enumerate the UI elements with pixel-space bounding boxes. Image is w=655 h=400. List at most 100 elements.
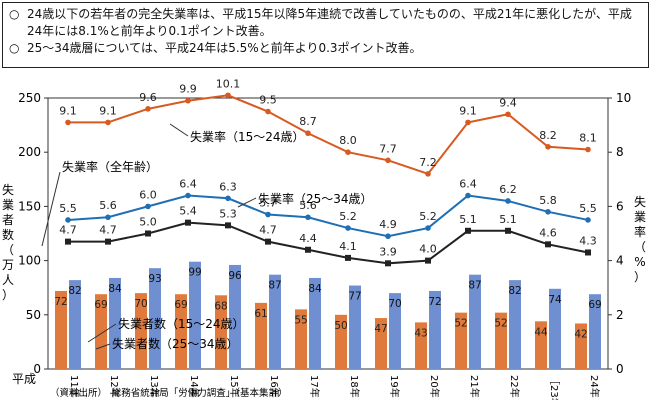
bullet-circle-icon: ○ xyxy=(9,7,20,21)
left-axis-title-char: 万 xyxy=(2,258,14,272)
bar-15-24-label: 50 xyxy=(334,320,347,332)
line-15-24-label: 8.1 xyxy=(579,131,597,144)
line-25-34-label: 5.2 xyxy=(339,210,357,223)
bar-15-24 xyxy=(335,314,347,369)
bar-25-34 xyxy=(349,285,361,369)
callout-pointer xyxy=(169,123,189,137)
line-all-ages-point xyxy=(65,238,71,245)
line-25-34-label: 4.9 xyxy=(379,218,397,231)
line-25-34-point xyxy=(305,214,311,221)
summary-note-1: ○ 24歳以下の若年者の完全失業率は、平成15年以降5年連続で改善していたものの… xyxy=(9,6,642,40)
right-axis-tick-label: 10 xyxy=(616,91,631,105)
bar-25-34-label: 70 xyxy=(388,298,401,310)
callout-pointer xyxy=(41,171,61,247)
line-15-24-point xyxy=(385,157,391,164)
bar-15-24 xyxy=(455,312,467,369)
left-axis-title-char: 業 xyxy=(2,198,14,212)
line-25-34-label: 5.6 xyxy=(99,199,117,212)
callout-pointer xyxy=(95,343,111,350)
line-15-24-point xyxy=(265,108,271,115)
bar-25-34 xyxy=(189,261,201,369)
bar-25-34-label: 69 xyxy=(588,299,601,311)
line-all-ages xyxy=(68,221,589,265)
bar-25-34-label: 82 xyxy=(68,285,81,297)
bar-25-34-label: 82 xyxy=(508,285,521,297)
left-axis-title-char: 失 xyxy=(2,182,14,197)
line-15-24-label: 8.7 xyxy=(299,115,317,128)
x-category-label: 24年 xyxy=(588,375,601,398)
bar-15-24-label: 69 xyxy=(174,299,187,311)
line-all-ages-label: 5.1 xyxy=(499,213,517,226)
left-axis-tick-label: 100 xyxy=(18,254,41,268)
line-all-ages-label: 4.7 xyxy=(99,224,117,237)
left-axis-title-char: 人 xyxy=(2,273,14,287)
bar-15-24-label: 70 xyxy=(134,298,147,310)
bar-15-24 xyxy=(415,322,427,369)
line-25-34-label: 5.8 xyxy=(539,194,557,207)
line-15-24-label: 9.5 xyxy=(259,94,277,107)
x-category-label: 14年 xyxy=(188,375,201,398)
left-axis-title-char: 数 xyxy=(2,227,14,242)
line-25-34-point xyxy=(65,217,71,223)
bar-15-24-label: 69 xyxy=(94,299,107,311)
line-all-ages-label: 4.7 xyxy=(259,224,277,237)
bar-25-34-label: 87 xyxy=(468,280,481,292)
line-all-ages-label: 4.7 xyxy=(59,224,77,237)
right-axis-title-char: （ xyxy=(634,240,646,254)
bar-15-24 xyxy=(495,312,507,369)
line-25-34-point xyxy=(105,214,111,221)
line-all-ages-point xyxy=(145,230,151,237)
bar-15-24 xyxy=(295,309,307,369)
summary-box: ○ 24歳以下の若年者の完全失業率は、平成15年以降5年連続で改善していたものの… xyxy=(2,2,649,68)
x-category-label: 18年 xyxy=(348,375,361,398)
line-all-ages-point xyxy=(545,241,551,248)
right-axis-tick-label: 8 xyxy=(616,145,624,159)
right-axis-tick-label: 4 xyxy=(616,254,624,268)
callout-pointer xyxy=(237,197,257,208)
line-25-34-point xyxy=(185,192,191,199)
left-axis-tick-label: 250 xyxy=(18,91,41,105)
line-all-ages-point xyxy=(105,238,111,245)
line-25-34-point xyxy=(465,192,471,199)
bar-15-24-label: 47 xyxy=(374,323,387,335)
line-15-24-point xyxy=(105,119,111,126)
line-15-24-point xyxy=(305,130,311,137)
line-15-24-label: 7.7 xyxy=(379,142,397,155)
left-axis-title-char: （ xyxy=(2,243,14,257)
line-25-34-point xyxy=(425,225,431,231)
bar-15-24 xyxy=(135,293,147,369)
bar-15-24-label: 52 xyxy=(454,318,467,330)
x-category-label: 15年 xyxy=(228,375,241,398)
line-25-34-label: 5.7 xyxy=(259,197,277,210)
line-25-34-label: 5.5 xyxy=(59,202,77,215)
bar-25-34-label: 99 xyxy=(188,267,201,279)
bar-25-34-label: 87 xyxy=(268,280,281,292)
bar-25-34-label: 93 xyxy=(148,273,161,285)
line-15-24-point xyxy=(545,143,551,150)
x-category-label: 16年 xyxy=(268,375,281,398)
right-axis-tick-label: 0 xyxy=(616,362,624,376)
bar-25-34-label: 84 xyxy=(308,283,322,295)
right-axis-title-char: 業 xyxy=(634,210,646,224)
line-all-ages-point xyxy=(265,238,271,245)
line-15-24 xyxy=(68,94,589,176)
line-all-ages-point xyxy=(585,249,591,256)
line-all-ages-point xyxy=(225,222,231,229)
line-15-24-point xyxy=(65,119,71,126)
bar-25-34-label: 84 xyxy=(108,283,122,295)
line-all-ages-label: 4.6 xyxy=(539,226,557,239)
bar-25-34 xyxy=(149,268,161,369)
line-25-34-point xyxy=(265,211,271,218)
bar-25-34 xyxy=(109,277,121,369)
line-all-ages-label: 5.3 xyxy=(219,207,237,220)
line-25-34-label: 5.2 xyxy=(419,210,437,223)
line-15-24-point xyxy=(185,97,191,104)
left-axis-title-char: ） xyxy=(2,288,14,302)
line-25-34-point xyxy=(345,225,351,231)
line-15-24-point xyxy=(425,171,431,177)
line-25-34-label: 6.4 xyxy=(459,178,477,191)
line-15-24-label: 9.6 xyxy=(139,91,157,104)
left-axis-tick-label: 200 xyxy=(18,145,41,159)
line-15-24-point xyxy=(505,111,511,118)
line-25-34-point xyxy=(585,217,591,223)
